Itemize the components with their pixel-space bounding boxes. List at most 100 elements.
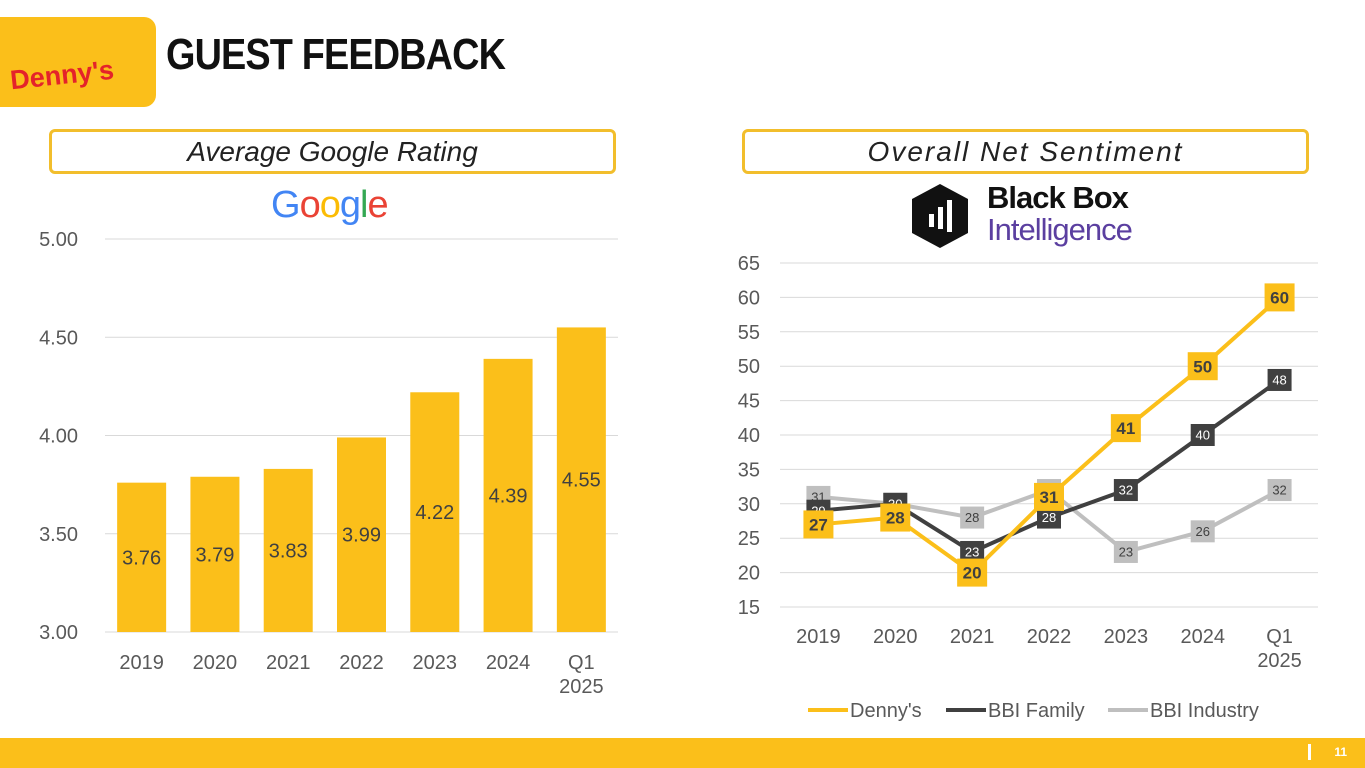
x-tick-label: 2019 [119, 652, 164, 674]
right-chart-header: Overall Net Sentiment [742, 129, 1309, 174]
data-label-box [957, 558, 988, 587]
data-label: 32 [1119, 483, 1133, 498]
data-label-box [1267, 479, 1292, 502]
legend-label: BBI Family [988, 700, 1085, 722]
bar [263, 468, 313, 632]
data-label-box [1113, 540, 1138, 563]
data-label-box [880, 503, 911, 532]
right-chart-title: Overall Net Sentiment [867, 135, 1184, 167]
data-label-box [1190, 520, 1215, 543]
legend-label: Denny's [850, 700, 922, 722]
y-tick-label: 30 [738, 494, 760, 516]
y-tick-label: 35 [738, 459, 760, 481]
x-tick-label: 2022 [1027, 626, 1072, 648]
bar [190, 476, 240, 632]
bar-data-label: 3.83 [269, 540, 308, 562]
bar-data-label: 4.22 [415, 502, 454, 524]
google-logo: Google [271, 184, 389, 227]
y-tick-label: 25 [738, 528, 760, 550]
page-title: GUEST FEEDBACK [166, 30, 506, 79]
x-tick-label: 2023 [1104, 626, 1149, 648]
x-tick-label: 2023 [413, 652, 458, 674]
x-tick-label: 2020 [193, 652, 238, 674]
y-tick-label: 15 [738, 597, 760, 619]
data-label-box [1264, 283, 1295, 312]
data-label-box [1113, 479, 1138, 502]
bar-data-label: 4.55 [562, 470, 601, 492]
google-logo-letter: l [359, 184, 369, 226]
x-tick-label: Q1 2025 [1257, 626, 1302, 672]
y-tick-label: 45 [738, 391, 760, 413]
data-label: 28 [1042, 510, 1056, 525]
google-logo-letter: e [367, 184, 388, 226]
footer-bar [0, 738, 1365, 768]
y-tick-label: 4.50 [39, 327, 78, 349]
data-label: 26 [1195, 524, 1209, 539]
x-tick-label: 2024 [1180, 626, 1225, 648]
left-chart-header: Average Google Rating [49, 129, 616, 174]
y-tick-label: 40 [738, 425, 760, 447]
bar [556, 327, 606, 632]
google-logo-letter: g [339, 184, 361, 226]
legend-label: BBI Industry [1150, 700, 1259, 722]
x-tick-label: Q1 2025 [559, 652, 604, 698]
y-tick-label: 3.50 [39, 524, 78, 546]
data-label-box [1267, 368, 1292, 391]
bar [337, 437, 386, 632]
data-label: 31 [1040, 488, 1059, 507]
x-tick-label: 2021 [950, 626, 995, 648]
data-label: 27 [809, 516, 828, 535]
data-label-box [803, 510, 834, 539]
data-label-box [1187, 352, 1218, 381]
google-logo-letter: o [319, 184, 341, 226]
bar-data-label: 3.79 [195, 544, 234, 566]
bbi-hexagon-icon [912, 184, 968, 248]
y-tick-label: 5.00 [39, 229, 78, 251]
dennys-logo-icon: Denny's [9, 55, 116, 96]
data-label: 48 [1272, 373, 1286, 388]
data-label-box [1037, 506, 1061, 529]
left-chart-title: Average Google Rating [187, 135, 478, 167]
bar [117, 482, 167, 632]
x-tick-label: 2019 [796, 626, 841, 648]
data-label: 28 [886, 509, 905, 528]
data-label: 40 [1195, 428, 1209, 443]
data-label: 23 [965, 545, 979, 560]
x-tick-label: 2020 [873, 626, 918, 648]
bbi-logo: Black Box Intelligence [910, 180, 1150, 252]
bar-data-label: 3.99 [342, 525, 381, 547]
y-tick-label: 50 [738, 356, 760, 378]
data-label: 23 [1119, 545, 1133, 560]
data-label-box [1190, 424, 1215, 446]
y-tick-label: 3.00 [39, 622, 78, 644]
data-label-box [960, 506, 985, 529]
data-label: 50 [1193, 357, 1212, 376]
bbi-logo-line2: Intelligence [987, 212, 1133, 247]
google-logo-letter: G [271, 184, 301, 226]
bar-data-label: 4.39 [489, 485, 528, 507]
x-tick-label: 2021 [266, 652, 311, 674]
data-label: 32 [1272, 483, 1286, 498]
footer-divider [1308, 744, 1311, 760]
y-tick-label: 4.00 [39, 426, 78, 448]
data-label-box [1110, 414, 1141, 443]
bbi-logo-line1: Black Box [987, 180, 1129, 215]
bar [483, 358, 533, 632]
x-tick-label: 2022 [339, 652, 384, 674]
brand-logo-box: Denny's [0, 17, 156, 107]
data-label: 60 [1270, 289, 1289, 308]
y-tick-label: 20 [738, 563, 760, 585]
google-logo-letter: o [299, 184, 321, 226]
x-tick-label: 2024 [486, 652, 531, 674]
bar-data-label: 3.76 [122, 547, 161, 569]
page-number: 11 [1334, 745, 1347, 759]
data-label-box [1034, 482, 1064, 511]
data-label-box [960, 540, 985, 563]
bar [410, 392, 460, 632]
data-label: 20 [963, 564, 982, 583]
y-tick-label: 55 [738, 322, 760, 344]
y-tick-label: 65 [738, 253, 760, 275]
y-tick-label: 60 [738, 287, 760, 309]
